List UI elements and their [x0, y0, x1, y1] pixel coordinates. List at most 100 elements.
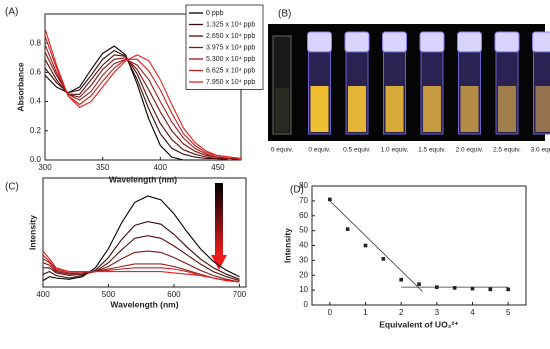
cuvette-cap — [344, 31, 370, 53]
data-line — [44, 35, 242, 160]
y-tick-label: 0.2 — [30, 126, 42, 135]
data-line — [42, 250, 240, 283]
y-tick-label: 0.0 — [30, 155, 42, 164]
cuvette — [494, 31, 520, 135]
cuvette-liquid — [423, 86, 441, 132]
cuvette-cap — [494, 31, 520, 53]
y-tick-label: 0.4 — [30, 97, 42, 106]
data-point — [488, 287, 493, 292]
y-tick-label: 10 — [299, 285, 308, 294]
caption: 2.0 equiv. — [456, 147, 484, 154]
legend: 0 ppb 1.325 x 10⁴ ppb 2.650 x 10⁴ ppb 3.975… — [185, 4, 264, 90]
data-line — [42, 195, 240, 282]
data-point — [452, 286, 457, 290]
cuvette-liquid — [348, 86, 366, 132]
data-line — [42, 250, 240, 283]
cuvette — [272, 35, 292, 135]
cuvette-liquid — [275, 88, 289, 132]
cuvette — [307, 31, 332, 135]
panel-label: (A) — [5, 7, 18, 18]
cuvette-cap — [419, 31, 445, 53]
legend-label: 1.325 x 10⁴ ppb — [206, 21, 255, 28]
panel-label: (B) — [278, 9, 291, 20]
cuvette — [344, 31, 370, 135]
legend-label: 5.300 x 10⁴ ppb — [206, 56, 255, 63]
x-axis-label: Wavelength (nm) — [109, 174, 177, 184]
legend-label: 2.650 x 10⁴ ppb — [206, 33, 255, 40]
panel-label: (D) — [290, 185, 304, 196]
x-axis-label: Wavelength (nm) — [110, 299, 178, 309]
cuvette-liquid — [385, 86, 404, 132]
cuvette-cap — [532, 31, 550, 53]
cuvette — [457, 31, 482, 135]
y-axis-label: Intensity — [282, 228, 292, 263]
caption: 3.0 equiv. — [531, 147, 550, 154]
cuvette-liquid — [460, 86, 479, 132]
x-tick-label: 0 — [328, 308, 333, 317]
y-tick-label: 0.8 — [30, 38, 42, 47]
caption: 1.0 equiv. — [381, 147, 409, 154]
caption: 0 equiv. — [308, 147, 330, 154]
data-line — [44, 54, 242, 161]
legend-label: 0 ppb — [206, 10, 224, 17]
data-point — [399, 277, 403, 282]
y-tick-label: 0 — [304, 300, 309, 309]
data-line — [44, 45, 241, 161]
x-tick-label: 600 — [167, 290, 181, 299]
cuvette-cap — [307, 31, 332, 53]
x-tick-label: 350 — [96, 163, 110, 172]
caption: 0 equiv. — [271, 147, 293, 154]
y-tick-label: 40 — [299, 241, 308, 250]
x-tick-label: 4 — [470, 308, 475, 317]
data-line — [42, 221, 240, 280]
x-tick-label: 2 — [399, 308, 404, 317]
caption: 0.5 equiv. — [343, 147, 371, 154]
data-point — [345, 227, 350, 231]
cuvette-liquid — [498, 86, 516, 132]
cuvette — [532, 31, 550, 135]
cuvette — [419, 31, 445, 135]
y-tick-label: 20 — [299, 270, 308, 279]
data-line — [44, 51, 241, 160]
plot-frame — [42, 177, 247, 288]
legend-label: 6.625 x 10⁴ ppb — [206, 67, 255, 74]
arrow — [211, 183, 227, 270]
y-tick-label: 70 — [299, 196, 308, 205]
x-tick-label: 1 — [363, 308, 368, 317]
x-axis-label: Equivalent of UO₂²⁺ — [379, 319, 459, 329]
data-point — [363, 243, 368, 248]
data-point — [417, 282, 421, 286]
cuvette — [382, 31, 407, 135]
data-point — [328, 197, 332, 202]
caption: 2.5 equiv. — [493, 147, 521, 154]
caption: 1.5 equiv. — [418, 147, 446, 154]
cuvette-cap — [457, 31, 482, 53]
x-tick-label: 700 — [233, 290, 247, 299]
legend-label: 3.975 x 10⁴ ppb — [206, 44, 255, 51]
x-tick-label: 3 — [435, 308, 440, 317]
data-point — [506, 287, 510, 292]
data-line — [43, 235, 240, 282]
legend-label: 7.950 x 10⁴ ppb — [206, 79, 255, 86]
data-line — [42, 258, 240, 283]
data-point — [381, 257, 386, 261]
y-axis-label: Intensity — [27, 215, 37, 250]
y-tick-label: 30 — [299, 255, 308, 264]
y-tick-label: 60 — [299, 211, 308, 220]
fit-line — [329, 200, 423, 292]
x-tick-label: 450 — [211, 163, 225, 172]
y-tick-label: 80 — [299, 181, 308, 190]
y-tick-label: 50 — [299, 226, 308, 235]
data-point — [470, 286, 475, 291]
y-axis-label: Absorbance — [15, 62, 25, 111]
data-point — [435, 285, 439, 289]
cuvette-liquid — [535, 86, 550, 132]
cuvette-liquid — [310, 86, 329, 132]
panel-label: (C) — [5, 182, 19, 193]
data-line — [44, 44, 241, 160]
y-tick-label: 0.6 — [30, 68, 42, 77]
cuvette-cap — [382, 31, 407, 53]
x-tick-label: 400 — [36, 290, 50, 299]
data-line — [44, 28, 242, 160]
